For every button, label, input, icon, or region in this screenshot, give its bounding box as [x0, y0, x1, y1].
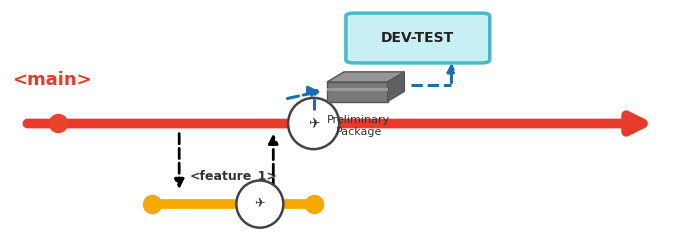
Text: <feature_1>: <feature_1> [189, 169, 277, 183]
Polygon shape [388, 72, 404, 102]
Text: Preliminary
Package: Preliminary Package [327, 115, 391, 137]
Ellipse shape [237, 181, 283, 228]
Ellipse shape [288, 98, 339, 149]
Polygon shape [327, 72, 404, 82]
Text: <main>: <main> [12, 71, 92, 88]
FancyBboxPatch shape [346, 13, 490, 63]
Text: ✈: ✈ [255, 198, 265, 211]
FancyBboxPatch shape [327, 88, 388, 91]
Text: DEV-TEST: DEV-TEST [381, 31, 454, 45]
Text: ✈: ✈ [308, 117, 319, 130]
FancyBboxPatch shape [327, 82, 388, 102]
